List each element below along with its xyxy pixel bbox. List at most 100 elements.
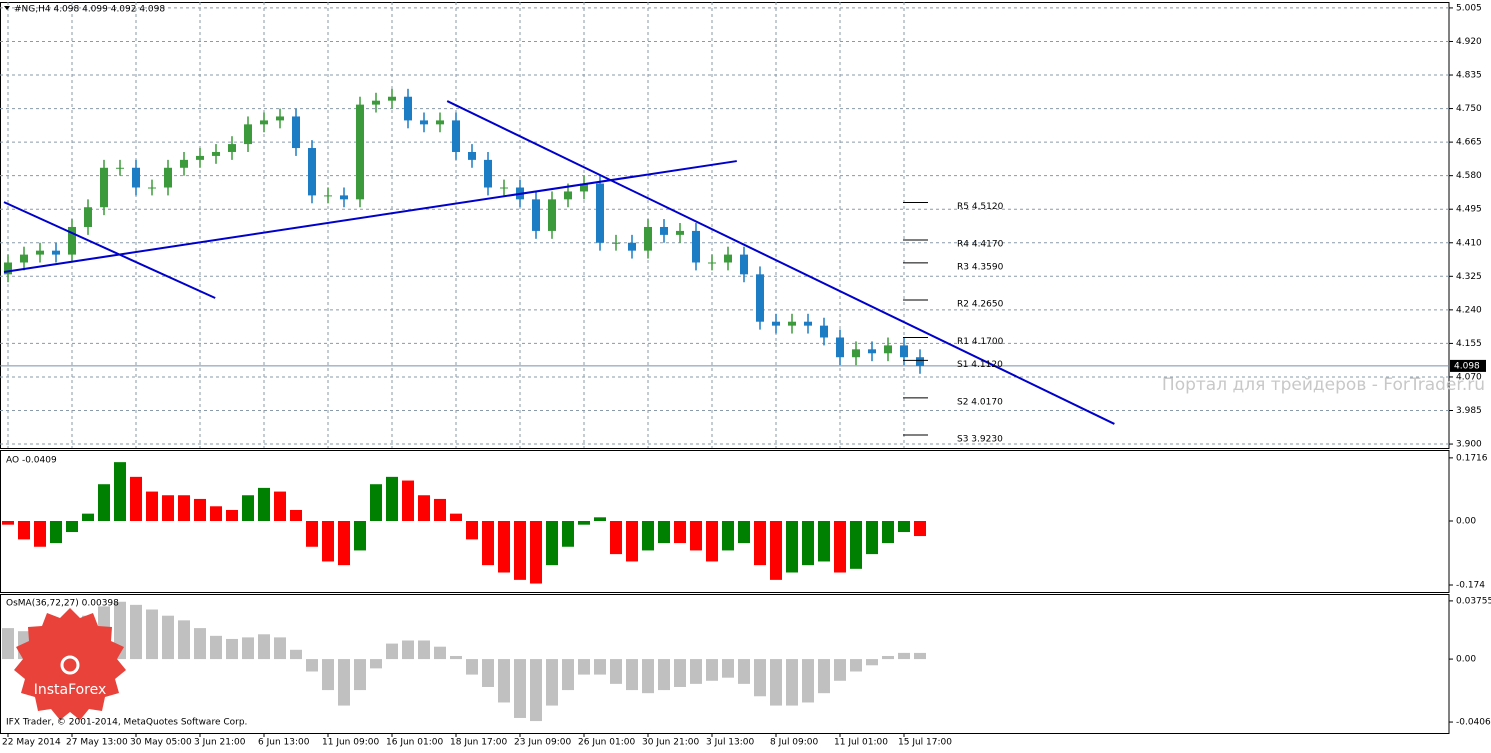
histogram-bar — [690, 521, 702, 551]
histogram-bar — [82, 513, 94, 521]
candle-body — [756, 274, 764, 322]
x-tick-label: 22 May 2014 — [2, 738, 61, 748]
candle-body — [356, 104, 364, 200]
histogram-bar — [754, 521, 766, 566]
histogram-bar — [802, 521, 814, 566]
candle-body — [772, 321, 780, 326]
x-tick-label: 3 Jul 13:00 — [706, 738, 755, 748]
histogram-bar — [658, 659, 670, 691]
candle-body — [372, 100, 380, 105]
histogram-bar — [322, 659, 334, 691]
candle-body — [404, 96, 412, 121]
histogram-bar — [210, 635, 222, 660]
histogram-bar — [706, 521, 718, 562]
trendline — [3, 160, 737, 273]
histogram-bar — [850, 659, 862, 672]
candle-body — [196, 155, 204, 160]
histogram-bar — [178, 495, 190, 521]
x-tick-label: 18 Jun 17:00 — [450, 738, 507, 748]
candle-body — [100, 167, 108, 208]
candle-body — [692, 230, 700, 263]
histogram-bar — [786, 521, 798, 573]
histogram-bar — [626, 659, 638, 691]
candle-body — [884, 345, 892, 354]
logo: InstaForex — [14, 608, 126, 720]
histogram-bar — [290, 509, 302, 521]
histogram-bar — [882, 655, 894, 660]
candle-body — [260, 120, 268, 125]
histogram-bar — [2, 521, 14, 525]
candle-body — [628, 242, 636, 251]
pivot-label: R2 4.2650 — [957, 299, 1004, 309]
candle-body — [228, 144, 236, 152]
candle-body — [804, 321, 812, 326]
candle-body — [644, 226, 652, 251]
y-tick-label: 4.410 — [1456, 238, 1482, 248]
y-tick-label: 4.835 — [1456, 71, 1482, 81]
y-tick-label: 5.005 — [1456, 3, 1482, 13]
histogram-bar — [130, 476, 142, 521]
x-tick-label: 30 Jun 21:00 — [642, 738, 699, 748]
histogram-bar — [306, 659, 318, 672]
histogram-bar — [338, 521, 350, 566]
histogram-bar — [626, 521, 638, 562]
candle-body — [388, 96, 396, 101]
pivot-label: S2 4.0170 — [957, 397, 1003, 407]
histogram-bar — [738, 521, 750, 544]
histogram-bar — [578, 659, 590, 675]
pivot-label: R4 4.4170 — [957, 239, 1004, 249]
x-tick-label: 8 Jul 09:00 — [770, 738, 819, 748]
pivot-label: S3 3.9230 — [957, 434, 1003, 444]
histogram-bar — [546, 659, 558, 706]
histogram-bar — [386, 643, 398, 660]
trendline — [3, 201, 216, 299]
panel-frame — [0, 2, 1450, 449]
candle-body — [788, 321, 796, 326]
histogram-bar — [642, 659, 654, 694]
histogram-bar — [338, 659, 350, 706]
histogram-bar — [258, 634, 270, 660]
histogram-bar — [578, 521, 590, 525]
histogram-bar — [322, 521, 334, 562]
y-tick-label: 4.750 — [1456, 104, 1482, 114]
pivot-label: R1 4.1700 — [957, 337, 1004, 347]
histogram-bar — [850, 521, 862, 569]
candle-body — [596, 183, 604, 243]
logo-text: InstaForex — [34, 682, 107, 698]
histogram-bar — [178, 620, 190, 660]
histogram-bar — [274, 637, 286, 660]
histogram-bar — [786, 659, 798, 706]
candle-body — [836, 337, 844, 358]
candle-body — [564, 191, 572, 200]
candle-body — [612, 242, 620, 244]
current-price-label: 4.098 — [1454, 361, 1480, 371]
histogram-bar — [242, 495, 254, 521]
histogram-bar — [546, 521, 558, 566]
histogram-bar — [498, 659, 510, 703]
watermark: Портал для трейдеров - ForTrader.ru — [1162, 375, 1485, 395]
histogram-bar — [370, 484, 382, 521]
candle-body — [820, 325, 828, 338]
footer: IFX Trader, © 2001-2014, MetaQuotes Soft… — [6, 718, 247, 728]
panel-frame — [0, 594, 1450, 734]
candle-body — [292, 116, 300, 149]
histogram-bar — [482, 521, 494, 566]
histogram-bar — [450, 655, 462, 660]
candle-body — [452, 120, 460, 152]
histogram-bar — [658, 521, 670, 544]
histogram-bar — [722, 521, 734, 551]
histogram-bar — [34, 521, 46, 547]
histogram-bar — [146, 609, 158, 660]
logo-badge — [14, 608, 126, 720]
y-tick-label: 4.070 — [1456, 372, 1482, 382]
candle-body — [852, 349, 860, 358]
y-tick-label: 4.495 — [1456, 205, 1482, 215]
histogram-bar — [610, 659, 622, 684]
histogram-bar — [770, 521, 782, 580]
histogram-bar — [274, 491, 286, 521]
histogram-bar — [194, 628, 206, 660]
y-tick-label: 4.920 — [1456, 37, 1482, 47]
candle-body — [724, 254, 732, 263]
histogram-bar — [866, 521, 878, 555]
pivot-label: S1 4.1120 — [957, 360, 1003, 370]
